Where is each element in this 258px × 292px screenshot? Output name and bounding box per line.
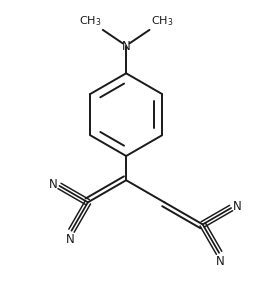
Text: N: N [49,178,57,191]
Text: N: N [216,255,225,268]
Text: CH$_3$: CH$_3$ [79,14,101,27]
Text: CH$_3$: CH$_3$ [151,14,173,27]
Text: N: N [66,233,74,246]
Text: N: N [122,40,131,53]
Text: N: N [233,200,242,213]
